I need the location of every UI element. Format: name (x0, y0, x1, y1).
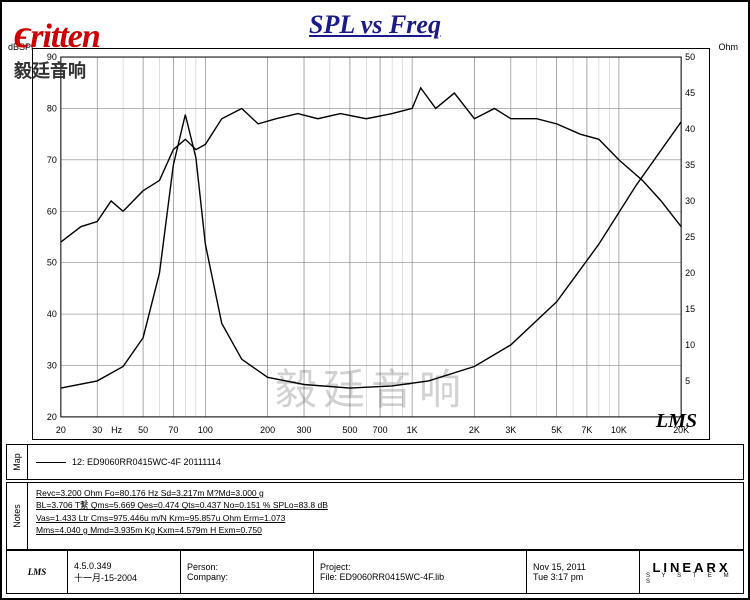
notes-line: Vas=1.433 Ltr Cms=975.446u m/N Krm=95.85… (36, 512, 735, 524)
svg-text:60: 60 (47, 206, 57, 216)
y-right-unit: Ohm (718, 42, 738, 52)
svg-text:30: 30 (92, 425, 102, 435)
brand-name: ritten (30, 18, 100, 55)
svg-text:20: 20 (56, 425, 66, 435)
svg-text:80: 80 (47, 103, 57, 113)
notes-row: Notes Revc=3.200 Ohm Fo=80.176 Hz Sd=3.2… (6, 482, 744, 550)
svg-text:10: 10 (685, 340, 695, 350)
svg-text:200: 200 (260, 425, 275, 435)
chart-title: SPL vs Freq (2, 10, 748, 40)
svg-text:20: 20 (47, 412, 57, 422)
svg-text:300: 300 (297, 425, 312, 435)
legend-tab: Map (7, 445, 28, 479)
footer-version: 4.5.0.349 十一月-15-2004 (68, 551, 181, 593)
footer-date: Nov 15, 2011 Tue 3:17 pm (527, 551, 640, 593)
chart-signature: LMS (656, 410, 697, 433)
legend-label: 12: ED9060RR0415WC-4F 20111114 (72, 457, 221, 467)
notes-content: Revc=3.200 Ohm Fo=80.176 Hz Sd=3.217m M?… (28, 483, 743, 549)
svg-text:40: 40 (685, 124, 695, 134)
footer-person-company: Person: Company: (181, 551, 314, 593)
svg-text:1K: 1K (407, 425, 418, 435)
svg-text:15: 15 (685, 304, 695, 314)
svg-text:35: 35 (685, 160, 695, 170)
notes-line: Revc=3.200 Ohm Fo=80.176 Hz Sd=3.217m M?… (36, 487, 735, 499)
brand-sub: 毅廷音响 (14, 57, 100, 83)
brand-logo: ϵritten 毅廷音响 (14, 10, 100, 83)
svg-text:50: 50 (47, 258, 57, 268)
svg-text:3K: 3K (505, 425, 516, 435)
svg-text:10K: 10K (611, 425, 627, 435)
svg-text:50: 50 (138, 425, 148, 435)
svg-text:100: 100 (198, 425, 213, 435)
legend-row: Map 12: ED9060RR0415WC-4F 20111114 (6, 444, 744, 480)
notes-tab: Notes (7, 483, 28, 549)
svg-text:50: 50 (685, 52, 695, 62)
footer: LMS 4.5.0.349 十一月-15-2004 Person: Compan… (6, 550, 744, 594)
page: ϵritten 毅廷音响 SPL vs Freq dBSPL Ohm 20305… (0, 0, 750, 600)
svg-text:25: 25 (685, 232, 695, 242)
footer-project: Project: File: ED9060RR0415WC-4F.lib (314, 551, 527, 593)
notes-line: Mms=4.040 g Mmd=3.935m Kg Kxm=4.579m H E… (36, 524, 735, 536)
chart-svg: 203050701002003005007001K2K3K5K7K10K20KH… (33, 49, 709, 439)
svg-text:7K: 7K (581, 425, 592, 435)
svg-text:45: 45 (685, 88, 695, 98)
svg-text:40: 40 (47, 309, 57, 319)
svg-text:500: 500 (342, 425, 357, 435)
footer-system: LINEARX S Y S T E M S (640, 551, 743, 593)
legend-line-icon (36, 462, 66, 463)
svg-text:30: 30 (685, 196, 695, 206)
legend-content: 12: ED9060RR0415WC-4F 20111114 (28, 445, 743, 479)
svg-text:Hz: Hz (111, 425, 122, 435)
svg-text:70: 70 (47, 155, 57, 165)
svg-text:5K: 5K (551, 425, 562, 435)
svg-text:20: 20 (685, 268, 695, 278)
footer-app: LMS (7, 551, 68, 593)
svg-text:700: 700 (373, 425, 388, 435)
notes-line: BL=3.706 T繫 Qms=5.669 Qes=0.474 Qts=0.43… (36, 499, 735, 511)
plot-area: 203050701002003005007001K2K3K5K7K10K20KH… (32, 48, 710, 440)
svg-text:2K: 2K (469, 425, 480, 435)
svg-text:5: 5 (685, 376, 690, 386)
svg-text:70: 70 (168, 425, 178, 435)
svg-text:30: 30 (47, 360, 57, 370)
